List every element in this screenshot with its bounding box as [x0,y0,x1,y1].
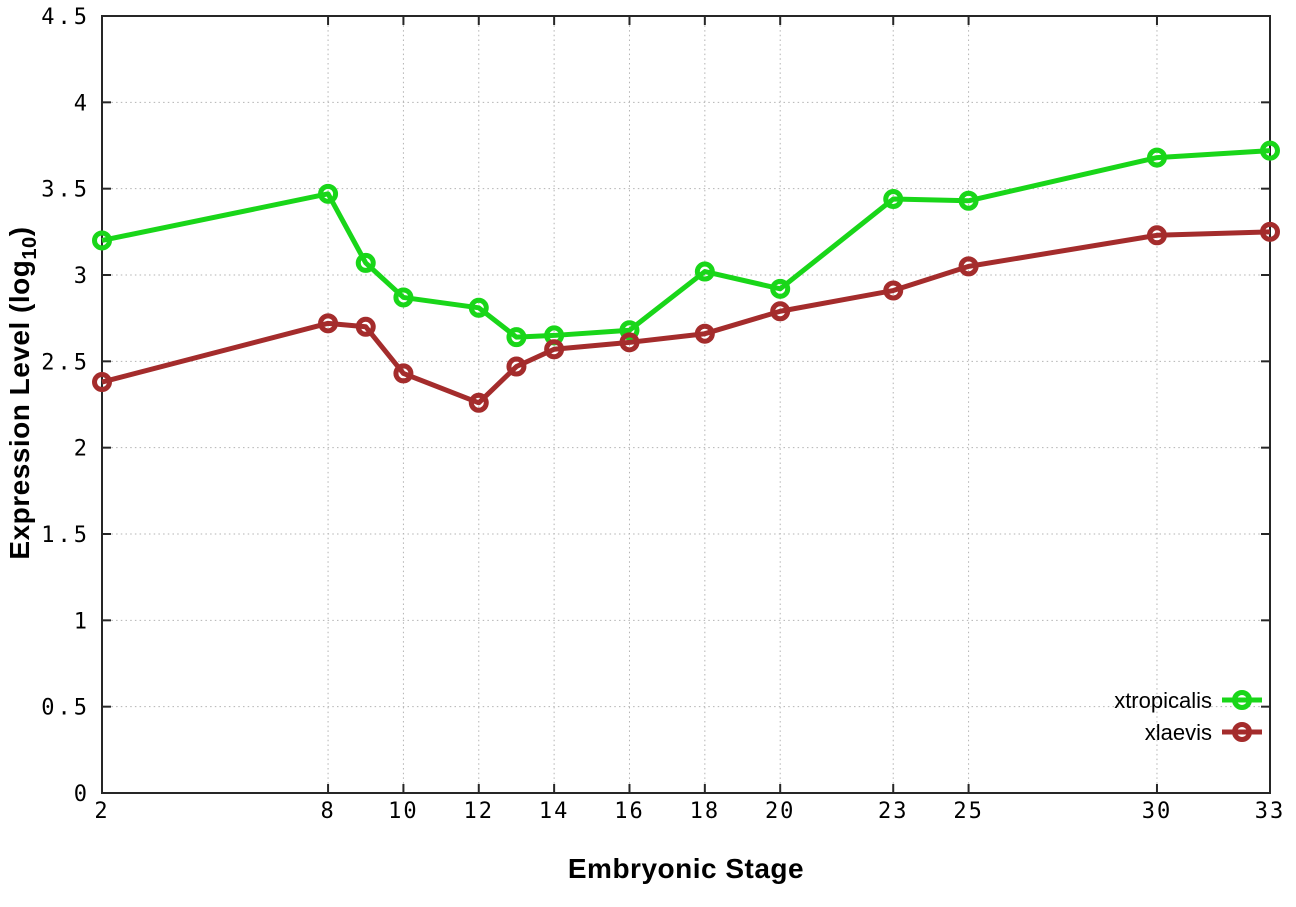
y-tick-label: 1 [74,609,90,634]
series-marker-xlaevis [694,323,715,344]
x-axis-title: Embryonic Stage [567,853,805,884]
x-tick-label: 25 [953,799,984,824]
x-tick-label: 20 [765,799,796,824]
x-tick-label: 16 [614,799,645,824]
series-marker-xlaevis [544,339,565,360]
series-marker-xtropicalis [318,183,339,204]
y-axis-title: Expression Level (log10) [4,226,42,559]
series-line-xlaevis [101,229,1271,406]
y-tick-label: 2 [74,437,90,462]
y-tick-label: 0 [74,782,90,807]
series-marker-xtropicalis [393,287,414,308]
series-marker-xlaevis [1260,221,1280,242]
series-marker-xtropicalis [958,190,979,211]
x-tick-label: 8 [320,799,335,824]
series-marker-xlaevis [958,256,979,277]
x-tick-label: 14 [539,799,570,824]
series-marker-xlaevis [318,313,339,334]
series-marker-xtropicalis [506,327,527,348]
y-axis-title-close-paren: ) [4,226,36,237]
series-marker-xlaevis [619,332,640,353]
series-marker-xtropicalis [355,252,376,273]
series-marker-xtropicalis [694,261,715,282]
legend-label-xtropicalis: xtropicalis [1114,688,1212,713]
y-tick-label: 0.5 [41,696,90,721]
series-marker-xlaevis [1146,225,1167,246]
series-marker-xtropicalis [468,297,489,318]
y-tick-label: 4.5 [41,5,90,30]
y-tick-label: 2.5 [41,350,90,375]
series-marker-xtropicalis [770,278,791,299]
series-marker-xtropicalis [92,230,112,251]
x-tick-label: 18 [690,799,721,824]
series-marker-xtropicalis [1146,147,1167,168]
series-marker-xlaevis [468,392,489,413]
series-marker-xtropicalis [1260,140,1280,161]
y-axis-title-text: Expression Level (log [4,259,36,560]
x-tick-label: 33 [1255,799,1286,824]
y-axis-title-subscript: 10 [18,236,41,260]
series-marker-xlaevis [355,316,376,337]
y-tick-label: 4 [74,91,90,116]
series-marker-xlaevis [770,301,791,322]
plot-border [101,15,1271,794]
x-tick-label: 23 [878,799,909,824]
x-tick-label: 10 [388,799,419,824]
series-marker-xlaevis [92,372,112,393]
series-marker-xlaevis [883,280,904,301]
series-marker-xlaevis [506,356,527,377]
legend-sample-marker-xlaevis [1232,722,1252,742]
y-tick-label: 3.5 [41,178,90,203]
y-tick-label: 1.5 [41,523,90,548]
y-tick-label: 3 [74,264,90,289]
series-marker-xtropicalis [883,189,904,210]
series-marker-xlaevis [393,363,414,384]
legend-label-xlaevis: xlaevis [1145,720,1212,745]
x-tick-label: 12 [464,799,495,824]
legend-sample-marker-xtropicalis [1232,690,1252,710]
series-marker-xtropicalis [619,320,640,341]
x-tick-label: 30 [1142,799,1173,824]
x-tick-label: 2 [94,799,109,824]
